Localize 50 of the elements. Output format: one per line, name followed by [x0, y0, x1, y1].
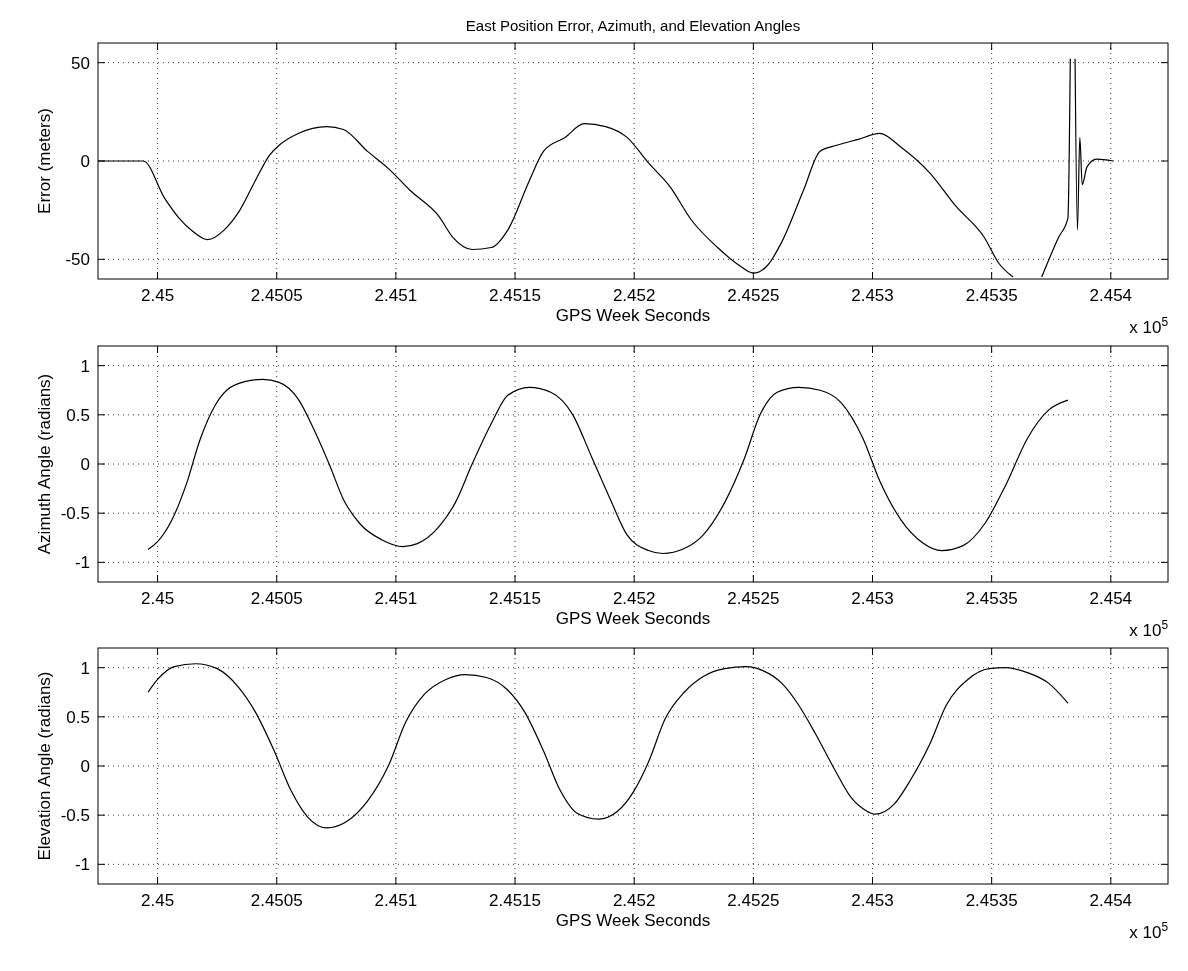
y-tick-label: -1 [74, 855, 90, 875]
text: x 10$^{5}$ [1129, 315, 1169, 337]
y-tick-label: 0 [80, 455, 90, 474]
y-tick-label: -1 [74, 553, 90, 573]
x-tick-label: 2.4525 [727, 286, 780, 305]
chart-title: East Position Error, Azimuth, and Elevation Angles [465, 17, 801, 34]
x-axis-title: GPS Week Seconds [555, 911, 711, 930]
x-tick-label: 2.451 [374, 589, 418, 608]
y-tick-label: 0.5 [66, 707, 90, 727]
y-axis-title: Error (meters) [35, 108, 54, 214]
x-axis-title: GPS Week Seconds [555, 609, 711, 628]
x-tick-label: 2.45 [141, 589, 175, 608]
text: x 10$^{5}$ [1129, 920, 1169, 942]
x-tick-label: 2.454 [1089, 891, 1133, 910]
y-tick-label: 1 [80, 658, 90, 678]
y-tick-label: 50 [71, 53, 90, 73]
x-tick-label: 2.45 [141, 286, 175, 305]
y-tick-label: -0.5 [60, 504, 90, 524]
x-tick-label: 2.4525 [727, 589, 780, 608]
x-tick-label: 2.4515 [489, 286, 542, 305]
y-tick-label: 0.5 [66, 405, 90, 425]
x-tick-label: 2.454 [1089, 286, 1133, 305]
x-tick-label: 2.452 [612, 286, 656, 305]
y-tick-label: 0 [80, 757, 90, 776]
text: x 10$^{5}$ [1129, 618, 1169, 640]
x-tick-label: 2.453 [851, 589, 894, 608]
x-axis-title: GPS Week Seconds [555, 306, 711, 325]
x-tick-label: 2.4535 [965, 589, 1018, 608]
x-tick-label: 2.454 [1089, 589, 1133, 608]
x-tick-label: 2.4535 [965, 286, 1018, 305]
x-tick-label: 2.4525 [727, 891, 780, 910]
y-tick-label: 1 [80, 356, 90, 376]
x-tick-label: 2.4535 [965, 891, 1018, 910]
x-tick-label: 2.4505 [250, 286, 303, 305]
x-tick-label: 2.453 [851, 286, 894, 305]
x-tick-label: 2.4505 [250, 589, 303, 608]
y-tick-label: -0.5 [60, 806, 90, 826]
x-tick-label: 2.4515 [489, 891, 542, 910]
x-tick-label: 2.452 [612, 891, 656, 910]
x-tick-label: 2.451 [374, 286, 418, 305]
y-axis-title: Azimuth Angle (radians) [35, 373, 54, 555]
x-tick-label: 2.4515 [489, 589, 542, 608]
x-tick-label: 2.45 [141, 891, 175, 910]
x-tick-label: 2.453 [851, 891, 894, 910]
y-tick-label: 0 [80, 152, 90, 171]
y-tick-label: -50 [65, 250, 90, 270]
x-tick-label: 2.451 [374, 891, 418, 910]
x-tick-label: 2.4505 [250, 891, 303, 910]
x-tick-label: 2.452 [612, 589, 656, 608]
y-axis-title: Elevation Angle (radians) [35, 671, 54, 861]
